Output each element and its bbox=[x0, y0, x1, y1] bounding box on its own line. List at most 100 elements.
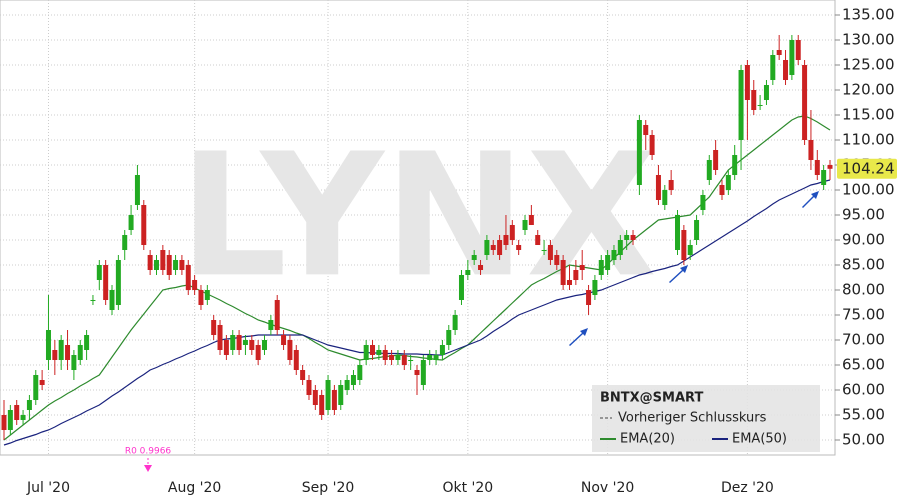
candle-body bbox=[744, 65, 750, 100]
y-axis: 50.00 55.00 60.00 65.00 70.00 75.00 80.00 85.00… bbox=[835, 6, 897, 449]
candle-body bbox=[115, 260, 121, 305]
candle-body bbox=[649, 135, 655, 155]
lines bbox=[3, 115, 831, 446]
candle-body bbox=[39, 380, 45, 385]
y-tick-label: 75.00 bbox=[842, 306, 885, 324]
candle-body bbox=[439, 345, 445, 355]
candle-body bbox=[300, 370, 306, 380]
candle-body bbox=[541, 250, 547, 251]
candle-body bbox=[134, 175, 140, 205]
candle-body bbox=[795, 40, 801, 60]
candle-body bbox=[560, 260, 566, 285]
y-tick-label: 135.00 bbox=[842, 6, 895, 24]
candle-body bbox=[598, 260, 604, 275]
candle-body bbox=[204, 290, 210, 300]
y-tick-label: 110.00 bbox=[842, 131, 895, 149]
candle-body bbox=[751, 90, 757, 110]
candle-body bbox=[357, 365, 363, 380]
candle-body bbox=[554, 255, 560, 265]
candle-body bbox=[20, 415, 26, 420]
y-tick-label: 130.00 bbox=[842, 31, 895, 49]
candle-body bbox=[586, 290, 592, 305]
candle-body bbox=[528, 215, 534, 225]
candle-body bbox=[624, 235, 630, 240]
candle-body bbox=[694, 220, 700, 240]
candle-body bbox=[293, 350, 299, 370]
candle-body bbox=[497, 240, 503, 255]
candle-body bbox=[668, 180, 674, 190]
candle-body bbox=[141, 205, 147, 245]
x-tick-label: Sep '20 bbox=[302, 480, 355, 496]
x-tick-label: Aug '20 bbox=[168, 480, 221, 496]
candle-body bbox=[465, 270, 471, 275]
candle-body bbox=[26, 400, 32, 410]
candle-body bbox=[535, 235, 541, 245]
candle-body bbox=[7, 410, 13, 430]
candle-body bbox=[325, 380, 331, 410]
candle-body bbox=[65, 345, 71, 360]
candle-body bbox=[592, 280, 598, 295]
candle-body bbox=[808, 140, 814, 160]
candle-body bbox=[503, 235, 509, 245]
candle-body bbox=[821, 170, 827, 185]
candle-body bbox=[395, 355, 401, 360]
candle-body bbox=[655, 175, 661, 200]
candle-body bbox=[173, 260, 179, 270]
candle-body bbox=[414, 370, 420, 375]
candle-body bbox=[14, 405, 20, 420]
candle-body bbox=[700, 195, 706, 210]
candle-body bbox=[52, 350, 58, 360]
y-tick-label: 85.00 bbox=[842, 256, 885, 274]
y-tick-label: 60.00 bbox=[842, 381, 885, 399]
y-tick-label: 115.00 bbox=[842, 106, 895, 124]
candle-body bbox=[763, 85, 769, 100]
candle-body bbox=[427, 355, 433, 360]
candle-body bbox=[719, 185, 725, 195]
candle-body bbox=[103, 265, 109, 300]
y-tick-label: 70.00 bbox=[842, 331, 885, 349]
candle-body bbox=[33, 375, 39, 400]
candle-body bbox=[636, 120, 642, 185]
candle-body bbox=[370, 345, 376, 355]
candle-body bbox=[643, 125, 649, 135]
candle-body bbox=[382, 350, 388, 360]
candle-body bbox=[408, 360, 414, 361]
candle-body bbox=[363, 345, 369, 360]
candle-body bbox=[783, 60, 789, 80]
candle-body bbox=[579, 265, 585, 270]
candle-body bbox=[547, 245, 553, 260]
candle-body bbox=[338, 385, 344, 405]
candle-body bbox=[522, 220, 528, 230]
annotation: R0 0.9966 bbox=[125, 447, 171, 472]
candle-body bbox=[262, 340, 268, 350]
candle-body bbox=[179, 260, 185, 270]
legend: BNTX@SMART Vorheriger Schlusskurs EMA(20… bbox=[592, 385, 820, 452]
candle-body bbox=[344, 380, 350, 390]
candle-body bbox=[401, 355, 407, 365]
candle-body bbox=[192, 280, 198, 290]
candle-body bbox=[217, 325, 223, 350]
legend-label: Vorheriger Schlusskurs bbox=[618, 411, 767, 426]
y-tick-label: 95.00 bbox=[842, 206, 885, 224]
candle-body bbox=[84, 335, 90, 350]
annotation-marker bbox=[144, 465, 152, 472]
candle-body bbox=[153, 260, 159, 270]
candle-body bbox=[458, 275, 464, 300]
candle-body bbox=[166, 255, 172, 275]
candle-body bbox=[420, 360, 426, 385]
candle-body bbox=[109, 290, 115, 310]
x-tick-label: Nov '20 bbox=[581, 480, 634, 496]
candle-body bbox=[198, 290, 204, 305]
price-tag-label: 104.24 bbox=[842, 159, 895, 177]
candle-body bbox=[236, 335, 242, 350]
candle-body bbox=[617, 240, 623, 255]
candle-body bbox=[814, 160, 820, 175]
candle-body bbox=[516, 245, 522, 250]
candle-body bbox=[249, 340, 255, 350]
candle-body bbox=[605, 255, 611, 270]
candle-body bbox=[776, 50, 782, 55]
y-tick-label: 90.00 bbox=[842, 231, 885, 249]
candle-body bbox=[725, 175, 731, 190]
candle-body bbox=[160, 250, 166, 270]
candle-body bbox=[274, 300, 280, 330]
